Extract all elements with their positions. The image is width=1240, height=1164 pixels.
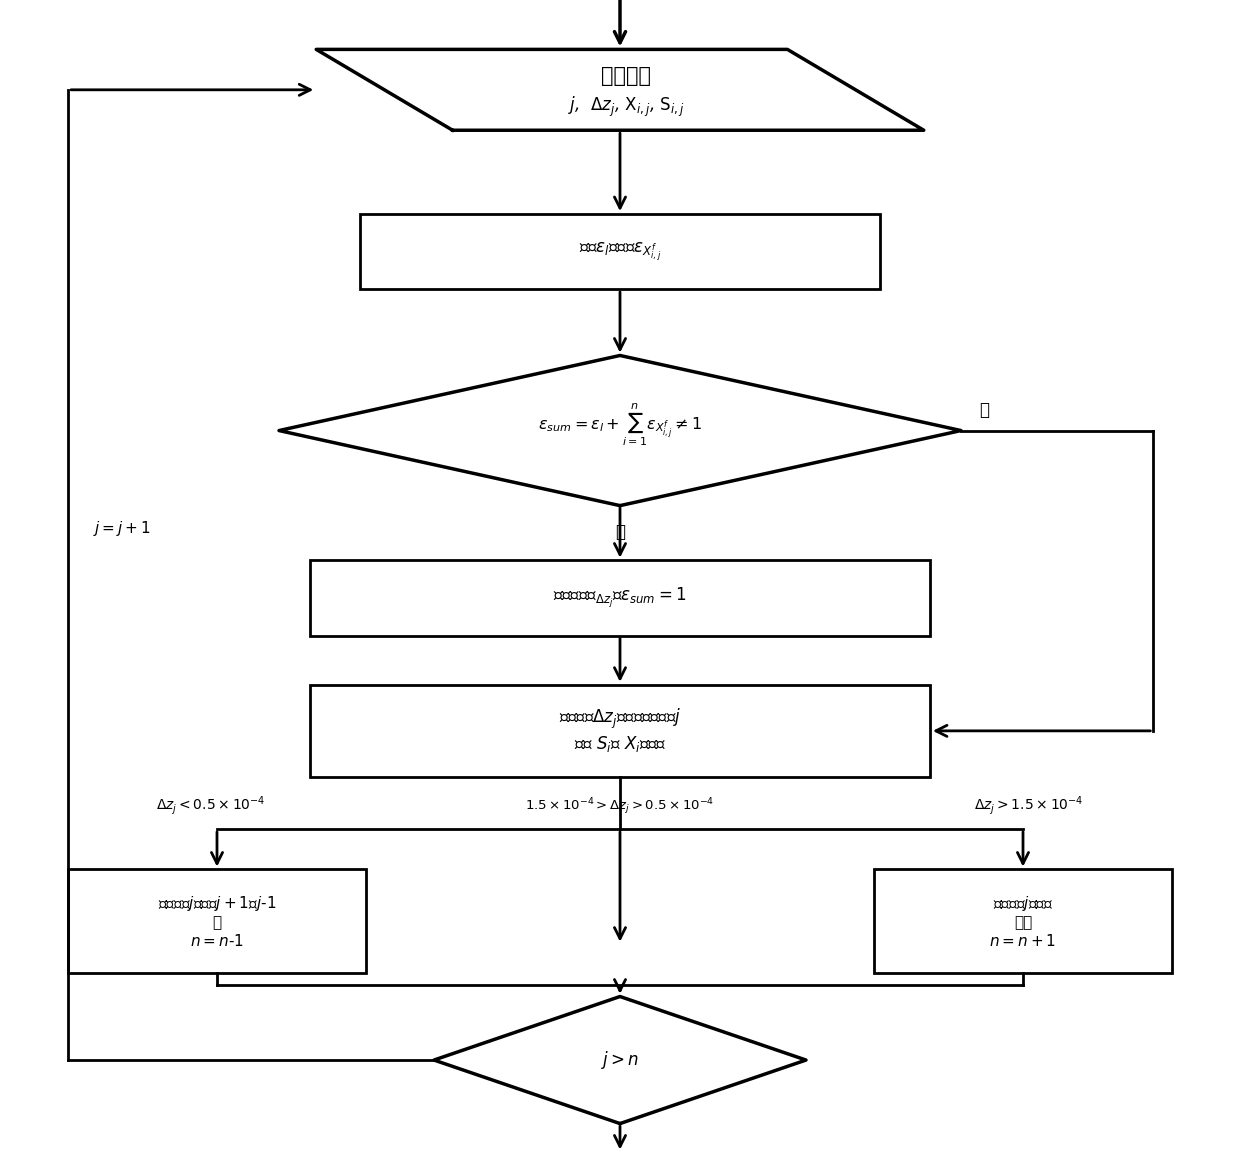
Text: $j$,  $\Delta z_j$, $\mathrm{X}_{i,j}$, $\mathrm{S}_{i,j}$: $j$, $\Delta z_j$, $\mathrm{X}_{i,j}$, $… — [568, 95, 684, 119]
Bar — [360, 214, 880, 289]
Bar — [68, 870, 366, 973]
Text: 将生物膜$j$层分为
两层
$n=n+1$: 将生物膜$j$层分为 两层 $n=n+1$ — [990, 894, 1056, 949]
Text: 是: 是 — [980, 402, 990, 419]
Text: 根据新的$\Delta z_j$重新计算生物膜$j$
层中 $S_i$和 $X_i$的浓度: 根据新的$\Delta z_j$重新计算生物膜$j$ 层中 $S_i$和 $X_… — [559, 708, 681, 754]
Bar — [874, 870, 1172, 973]
Text: $1.5\times10^{-4}>\Delta z_j>0.5\times10^{-4}$: $1.5\times10^{-4}>\Delta z_j>0.5\times10… — [526, 797, 714, 817]
Text: $\Delta z_j>1.5\times10^{-4}$: $\Delta z_j>1.5\times10^{-4}$ — [975, 795, 1084, 817]
Text: 数据输入: 数据输入 — [601, 66, 651, 86]
Text: $\Delta z_j<0.5\times10^{-4}$: $\Delta z_j<0.5\times10^{-4}$ — [156, 795, 265, 817]
Text: 否: 否 — [615, 523, 625, 541]
Bar — [310, 561, 930, 636]
Text: $\varepsilon_{sum}=\varepsilon_l+\sum_{i=1}^{n}\varepsilon_{X_{i,j}^f}\neq1$: $\varepsilon_{sum}=\varepsilon_l+\sum_{i… — [538, 402, 702, 448]
Text: $j=j+1$: $j=j+1$ — [93, 519, 151, 538]
Text: 增大或缩小$_{\Delta z_j}$使$\varepsilon_{sum}=1$: 增大或缩小$_{\Delta z_j}$使$\varepsilon_{sum}=… — [553, 585, 687, 610]
Text: 计算$\varepsilon_l$和各个$\varepsilon_{X_{i,j}^f}$: 计算$\varepsilon_l$和各个$\varepsilon_{X_{i,j… — [579, 240, 661, 263]
Bar — [310, 684, 930, 778]
Text: 将生物膜$j$层并入$j+1$或$j$-1
层
$n=n$-1: 将生物膜$j$层并入$j+1$或$j$-1 层 $n=n$-1 — [157, 894, 277, 949]
Text: $j>n$: $j>n$ — [601, 1049, 639, 1071]
